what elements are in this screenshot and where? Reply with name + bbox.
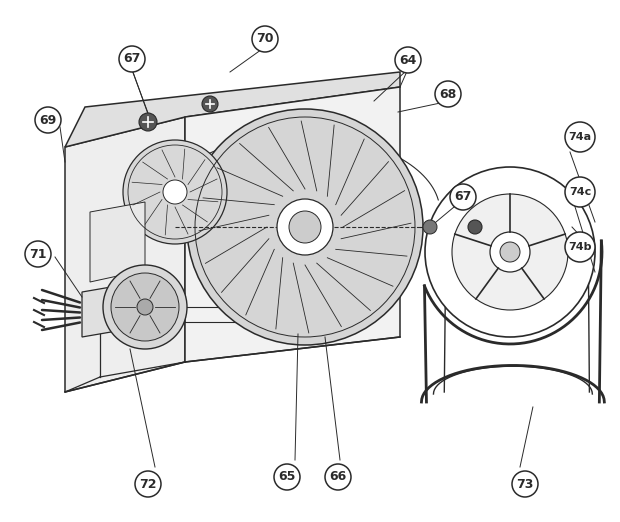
Circle shape xyxy=(512,471,538,497)
Circle shape xyxy=(187,109,423,345)
Circle shape xyxy=(425,167,595,337)
Circle shape xyxy=(111,273,179,341)
Circle shape xyxy=(252,26,278,52)
Circle shape xyxy=(274,464,300,490)
Text: eReplacementParts.com: eReplacementParts.com xyxy=(202,247,338,257)
Circle shape xyxy=(163,180,187,204)
Circle shape xyxy=(135,471,161,497)
Circle shape xyxy=(565,232,595,262)
Circle shape xyxy=(435,81,461,107)
Text: 71: 71 xyxy=(29,247,46,260)
Circle shape xyxy=(500,242,520,262)
Circle shape xyxy=(35,107,61,133)
Text: 64: 64 xyxy=(399,53,417,66)
Text: 67: 67 xyxy=(123,53,141,65)
Text: 65: 65 xyxy=(278,470,296,483)
Polygon shape xyxy=(185,87,400,362)
Circle shape xyxy=(139,113,157,131)
Circle shape xyxy=(565,122,595,152)
Circle shape xyxy=(423,220,437,234)
Polygon shape xyxy=(90,202,145,282)
Text: 67: 67 xyxy=(454,191,472,204)
Circle shape xyxy=(450,184,476,210)
Text: 74c: 74c xyxy=(569,187,591,197)
Text: 74b: 74b xyxy=(569,242,591,252)
Text: 69: 69 xyxy=(40,113,56,126)
Text: 66: 66 xyxy=(329,470,347,483)
Circle shape xyxy=(123,140,227,244)
Circle shape xyxy=(452,194,568,310)
Circle shape xyxy=(490,232,530,272)
Circle shape xyxy=(289,211,321,243)
Circle shape xyxy=(277,199,333,255)
Polygon shape xyxy=(65,72,400,147)
Circle shape xyxy=(325,464,351,490)
Circle shape xyxy=(137,299,153,315)
Circle shape xyxy=(25,241,51,267)
Circle shape xyxy=(119,46,145,72)
Text: 73: 73 xyxy=(516,478,534,491)
Circle shape xyxy=(202,96,218,112)
Circle shape xyxy=(565,177,595,207)
Circle shape xyxy=(468,220,482,234)
Polygon shape xyxy=(82,282,140,337)
Circle shape xyxy=(395,47,421,73)
Text: 74a: 74a xyxy=(569,132,591,142)
Text: 70: 70 xyxy=(256,32,274,45)
Polygon shape xyxy=(65,117,185,392)
Circle shape xyxy=(103,265,187,349)
Text: 68: 68 xyxy=(440,88,456,101)
Text: 72: 72 xyxy=(140,478,157,491)
